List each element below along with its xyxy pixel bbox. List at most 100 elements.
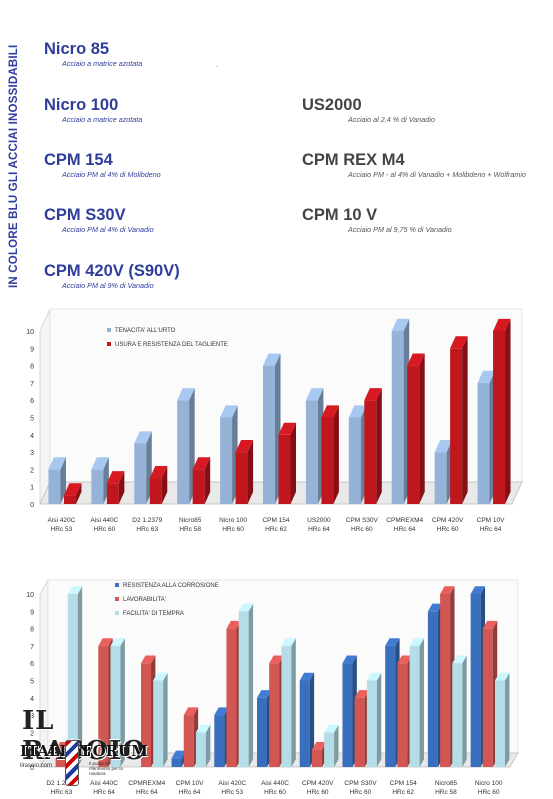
legend-label: USURA E RESISTENZA DEL TAGLIENTE <box>115 342 228 348</box>
bar-top <box>452 655 467 664</box>
legend-label: RESISTENZA ALLA CORROSIONE <box>123 583 219 589</box>
y-tick-label: 8 <box>30 364 34 371</box>
bar-top <box>98 638 113 646</box>
bar-top <box>299 672 315 681</box>
logo-tagline: Il punto di riferimento per la rasatura <box>89 761 123 776</box>
bar-front <box>407 365 420 504</box>
bar-front <box>141 663 152 767</box>
x-tick-label: D2 1.2379 <box>46 780 76 787</box>
steel-name: CPM 154 <box>44 151 113 169</box>
bar-front <box>238 611 249 767</box>
steel-cpm154: CPM 154 Acciaio PM al 4% di Molibdeno <box>44 151 161 180</box>
x-tick-label: HRc 60 <box>264 789 286 796</box>
bar-top <box>348 405 367 418</box>
x-tick-label: HRc 62 <box>392 789 414 796</box>
bar-side <box>333 405 339 504</box>
bar-front <box>269 663 280 767</box>
bar <box>364 388 382 504</box>
bar-front <box>397 663 408 767</box>
x-tick-label: Aisi 420C <box>218 780 246 787</box>
bar-side <box>248 603 254 767</box>
y-tick-label: 5 <box>30 679 34 686</box>
steel-name: US2000 <box>302 96 362 114</box>
x-tick-label: HRc 60 <box>478 789 500 796</box>
y-tick-label: 6 <box>30 398 34 405</box>
y-tick-label: 3 <box>30 450 34 457</box>
bar <box>348 405 367 504</box>
x-tick-label: HRc 63 <box>51 789 73 796</box>
x-tick-label: HRc 53 <box>221 789 243 796</box>
x-tick-label: CPM S30V <box>344 780 377 787</box>
x-tick-label: HRc 64 <box>308 526 330 533</box>
bar <box>299 672 315 767</box>
y-tick-label: 2 <box>30 467 34 474</box>
bar-front <box>153 680 164 767</box>
steel-name: CPM 420V (S90V) <box>44 262 180 280</box>
bar-top <box>305 388 324 401</box>
bar-front <box>48 469 61 504</box>
chart-toughness-wear: 0 1 2 3 4 5 6 7 8 9 10 Aisi 420C HRc 53 Aisi 440C HRc … <box>26 308 523 533</box>
bar-top <box>397 655 412 664</box>
x-tick-label: CPM 154 <box>262 517 289 524</box>
bar <box>67 586 83 767</box>
bar-top <box>385 638 400 646</box>
x-tick-label: HRc 64 <box>179 789 201 796</box>
bar-front <box>385 645 396 767</box>
bar-side <box>77 586 83 767</box>
x-tick-label: US2000 <box>307 517 331 524</box>
x-tick-label: Nicro 100 <box>219 517 247 524</box>
bar-top <box>91 457 109 470</box>
x-tick-label: Aisi 440C <box>90 780 118 787</box>
y-tick-label: 7 <box>30 381 34 388</box>
bar-top <box>269 655 284 664</box>
bar-front <box>354 697 365 767</box>
bar-front <box>482 628 493 767</box>
bar <box>452 655 467 767</box>
bar <box>391 318 410 504</box>
bar <box>192 457 211 504</box>
x-tick-label: HRc 63 <box>136 526 158 533</box>
bar <box>110 638 125 767</box>
x-tick-label: CPM 420V <box>302 780 334 787</box>
legend-swatch <box>107 342 111 346</box>
logo-forum: FORUM <box>82 742 148 760</box>
stray-dot: . <box>216 62 218 69</box>
steel-desc: Acciaio PM al 4% di Molibdeno <box>62 170 161 179</box>
bar <box>63 483 82 504</box>
bar <box>91 457 109 504</box>
x-tick-label: HRc 60 <box>94 526 116 533</box>
x-tick-label: HRc 58 <box>179 526 201 533</box>
x-tick-label: HRc 53 <box>51 526 73 533</box>
bar-front <box>214 715 225 767</box>
x-tick-label: HRc 64 <box>93 789 115 796</box>
bar-side <box>161 465 168 504</box>
x-tick-label: CPMREXM4 <box>386 517 423 524</box>
bar-top <box>149 465 168 479</box>
legend-label: TENACITA' ALL'URTO <box>115 328 176 334</box>
steel-name: CPM REX M4 <box>302 151 405 169</box>
bar-top <box>257 690 272 698</box>
x-tick-label: HRc 64 <box>394 526 416 533</box>
y-tick-label: 4 <box>30 696 34 703</box>
bar-top <box>440 586 455 594</box>
bar-front <box>195 732 206 767</box>
x-tick-label: HRc 64 <box>136 789 158 796</box>
y-tick-label: 1 <box>30 748 34 755</box>
bar-front <box>409 645 420 767</box>
bar <box>477 370 496 504</box>
bar-front <box>149 478 162 504</box>
bar-front <box>98 645 109 767</box>
bar-side <box>462 655 467 767</box>
bar-front <box>440 594 451 767</box>
bar-top <box>177 388 195 401</box>
logo-title: IL RASOIO <box>22 706 147 766</box>
bar-front <box>427 611 438 767</box>
steel-nicro85: Nicro 85 Acciaio a matrice azotata <box>44 40 142 69</box>
bar-front <box>263 365 275 504</box>
steel-name: Nicro 100 <box>44 96 119 114</box>
bar-front <box>106 483 119 504</box>
bar-top <box>366 672 382 681</box>
steel-us2000: US2000 Acciaio al 2,4 % di Vanadio <box>302 96 435 125</box>
bar-top <box>192 457 211 470</box>
steel-name: CPM S30V <box>44 206 126 224</box>
